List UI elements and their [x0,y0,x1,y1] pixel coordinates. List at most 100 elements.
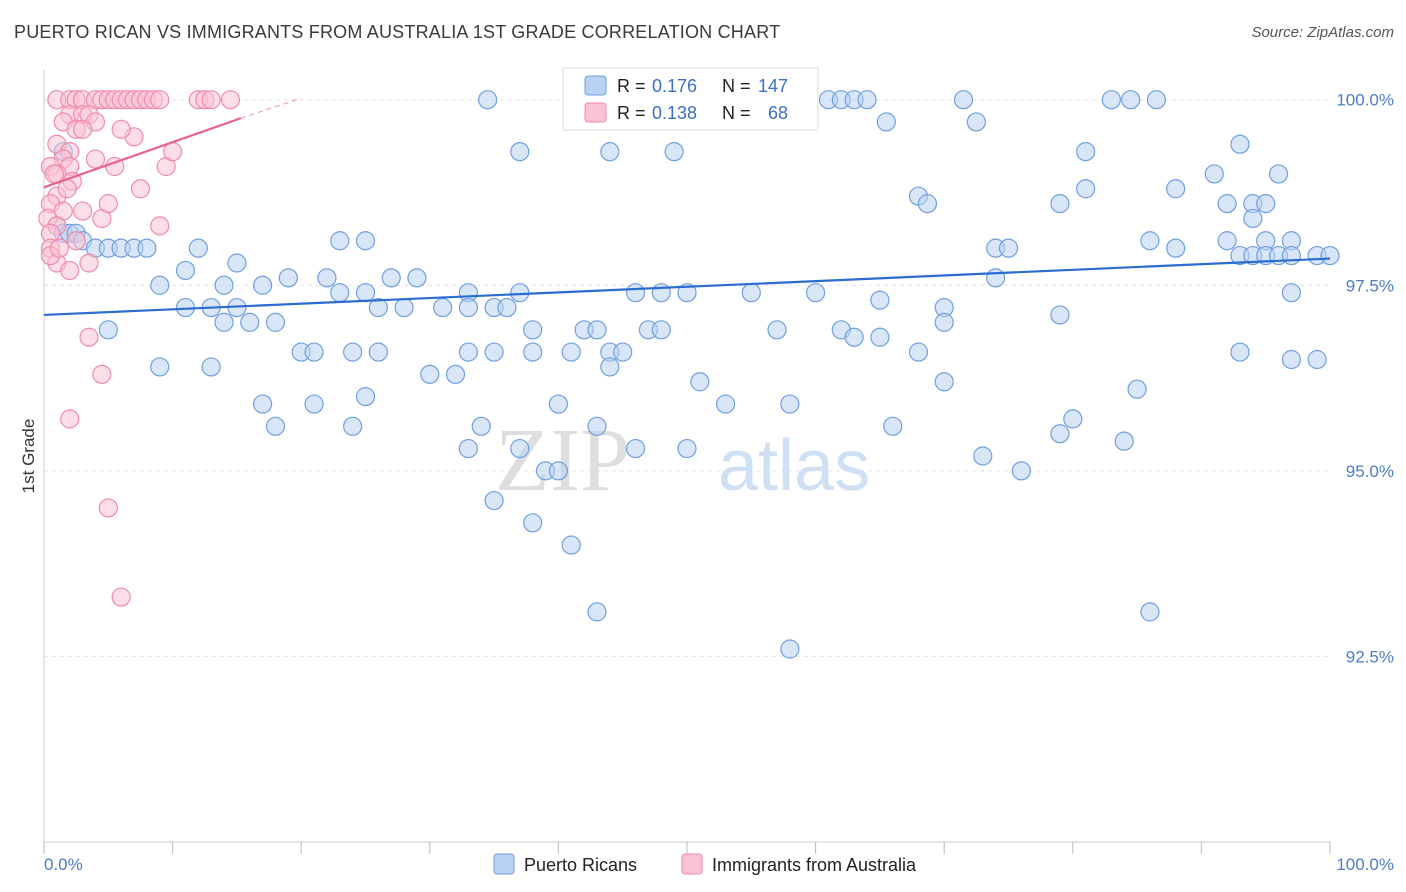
point-puerto-ricans [523,320,543,340]
point-puerto-ricans [445,364,466,384]
point-immigrants-australia [85,149,106,169]
point-puerto-ricans [953,90,974,110]
point-immigrants-australia [72,201,93,221]
point-puerto-ricans [330,231,350,251]
point-puerto-ricans [767,320,787,340]
point-immigrants-australia [150,216,170,236]
bottom-legend-label-puerto-ricans: Puerto Ricans [524,855,637,875]
point-puerto-ricans [548,461,569,481]
point-puerto-ricans [265,312,286,332]
point-puerto-ricans [548,394,569,414]
chart-title: PUERTO RICAN VS IMMIGRANTS FROM AUSTRALI… [14,22,781,42]
point-immigrants-australia [92,364,112,384]
point-puerto-ricans [651,320,671,340]
point-puerto-ricans [600,142,620,162]
legend-n-label-1: N = [722,76,751,96]
y-tick-label: 95.0% [1346,462,1394,481]
bottom-legend-label-immigrants-australia: Immigrants from Australia [712,855,917,875]
point-puerto-ricans [1320,245,1340,266]
point-puerto-ricans [1050,424,1070,444]
legend-swatch-puerto-ricans [584,75,607,96]
point-puerto-ricans [484,342,504,362]
trend-line-extension [240,97,302,119]
point-puerto-ricans [917,194,938,214]
point-puerto-ricans [677,438,697,459]
point-puerto-ricans [1256,194,1276,214]
point-puerto-ricans [317,268,337,288]
point-puerto-ricans [857,90,877,110]
grid-lines [44,99,1330,657]
x-ticks [43,842,1331,854]
point-immigrants-australia [150,90,170,110]
point-puerto-ricans [1076,179,1096,199]
point-puerto-ricans [497,297,517,318]
point-puerto-ricans [780,639,800,659]
point-puerto-ricans [394,297,414,318]
x-tick-label-min: 0.0% [44,855,83,874]
point-immigrants-australia [98,194,118,214]
point-puerto-ricans [278,268,298,288]
point-puerto-ricans [1217,194,1237,214]
point-immigrants-australia [111,119,131,139]
point-puerto-ricans [1140,231,1160,251]
point-puerto-ricans [368,342,388,362]
point-puerto-ricans [214,312,234,332]
point-puerto-ricans [478,90,498,110]
point-puerto-ricans [510,142,530,162]
point-puerto-ricans [741,283,761,303]
legend-n-value-2: 68 [768,103,788,123]
point-puerto-ricans [227,253,247,273]
point-puerto-ricans [1281,283,1302,303]
point-puerto-ricans [934,312,954,332]
point-puerto-ricans [883,416,903,436]
point-puerto-ricans [934,372,954,392]
point-puerto-ricans [1281,245,1302,266]
point-puerto-ricans [690,372,710,392]
point-puerto-ricans [484,490,504,511]
point-puerto-ricans [510,438,530,459]
point-puerto-ricans [1230,342,1250,362]
point-puerto-ricans [523,342,543,362]
point-immigrants-australia [111,587,131,607]
point-puerto-ricans [1050,305,1070,325]
point-immigrants-australia [60,409,80,429]
legend-r-value-1: 0.176 [652,76,697,96]
data-points [38,90,1340,659]
point-puerto-ricans [253,275,273,295]
point-puerto-ricans [561,342,581,362]
point-puerto-ricans [1166,238,1186,258]
point-puerto-ricans [870,327,890,347]
legend-r-value-2: 0.138 [652,103,697,123]
point-puerto-ricans [844,327,864,347]
point-puerto-ricans [433,297,453,318]
point-puerto-ricans [188,238,208,258]
point-puerto-ricans [150,275,170,295]
point-puerto-ricans [175,260,196,281]
point-puerto-ricans [998,238,1019,258]
point-puerto-ricans [677,283,697,303]
watermark-atlas: atlas [718,426,870,506]
point-immigrants-australia [130,179,151,199]
point-puerto-ricans [625,438,646,459]
point-puerto-ricans [908,342,929,362]
source-label: Source: ZipAtlas.com [1251,24,1394,41]
y-tick-label: 97.5% [1346,276,1394,295]
point-puerto-ricans [368,297,388,318]
point-immigrants-australia [220,90,241,110]
point-puerto-ricans [876,112,896,132]
point-puerto-ricans [381,268,401,288]
point-puerto-ricans [471,416,491,436]
point-puerto-ricans [1127,379,1147,399]
point-immigrants-australia [72,119,93,139]
point-puerto-ricans [966,112,986,132]
point-puerto-ricans [986,268,1006,288]
point-puerto-ricans [150,357,170,377]
point-puerto-ricans [1101,90,1121,110]
point-immigrants-australia [60,260,80,281]
point-puerto-ricans [214,275,234,295]
point-puerto-ricans [870,290,890,310]
point-immigrants-australia [98,498,118,518]
point-puerto-ricans [1204,164,1224,184]
point-immigrants-australia [201,90,221,110]
point-immigrants-australia [79,253,99,273]
